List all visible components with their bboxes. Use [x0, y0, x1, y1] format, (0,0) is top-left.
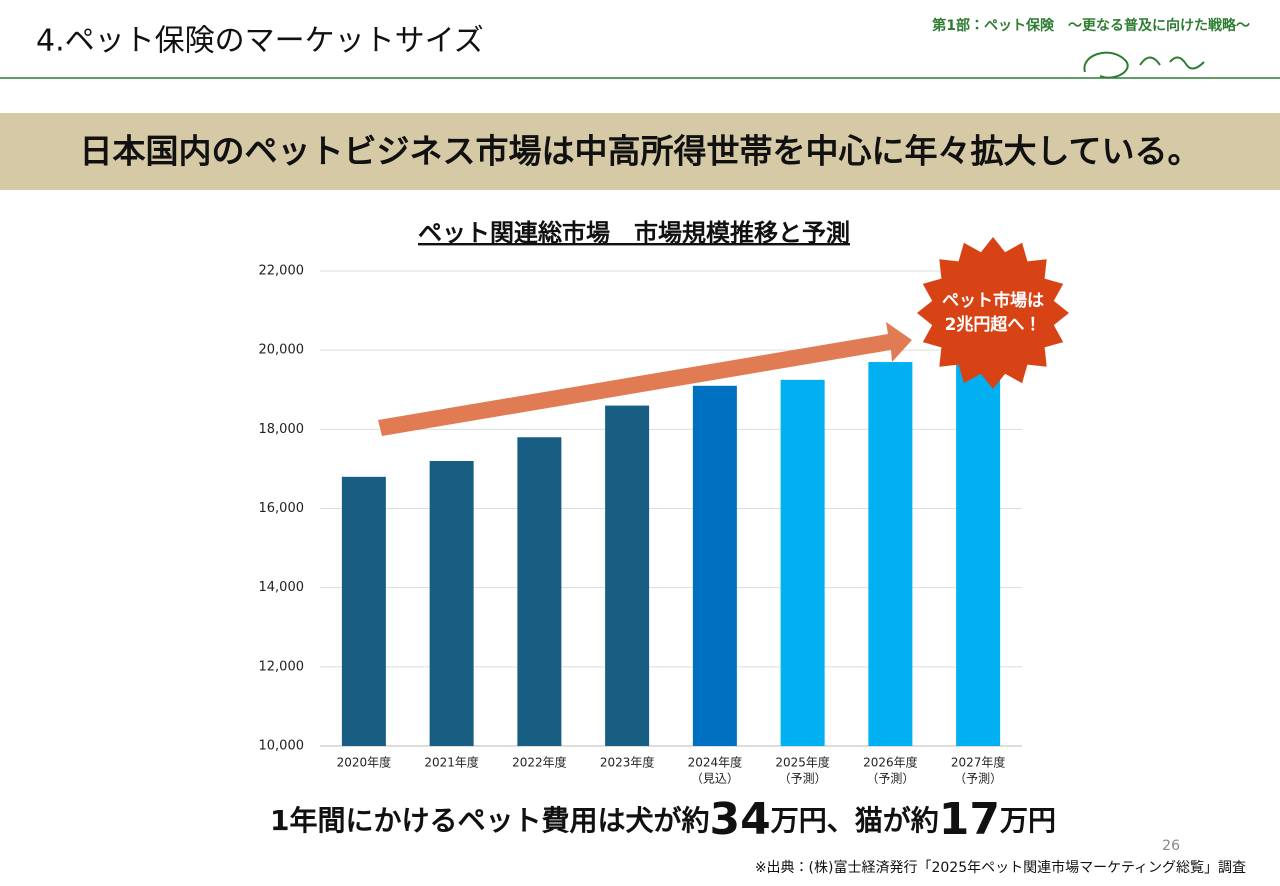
y-tick-label: 14,000: [259, 580, 305, 595]
trend-arrow: [378, 322, 912, 436]
y-tick-label: 16,000: [259, 501, 305, 516]
x-tick-note: （予測）: [779, 772, 827, 786]
bar: [341, 476, 386, 746]
x-tick-label: 2026年度: [863, 756, 918, 770]
plot: 10,000 12,000 14,000 16,000 18,000 20,000 22,0…: [259, 264, 1022, 786]
y-tick-label: 12,000: [259, 659, 305, 674]
x-tick-label: 2025年度: [775, 756, 830, 770]
x-tick-label: 2022年度: [512, 756, 567, 770]
x-tick-label: 2023年度: [600, 756, 655, 770]
x-tick-label: 2020年度: [337, 756, 392, 770]
bar: [692, 385, 737, 746]
header-title: 4.ペット保険のマーケットサイズ: [36, 24, 484, 59]
x-tick-note: （見込）: [691, 772, 739, 786]
summary-part: 万円、猫が約: [771, 804, 939, 837]
banner-bg: [0, 113, 1280, 190]
y-tick-label: 18,000: [259, 422, 305, 437]
x-tick-label: 2024年度: [688, 756, 743, 770]
logo: [1083, 51, 1205, 79]
chart-title: ペット関連総市場 市場規模推移と予測: [418, 219, 850, 247]
summary-part: 1年間にかけるペット費用は犬が約: [270, 804, 709, 837]
page-number: 26: [1162, 838, 1180, 854]
summary: 1年間にかけるペット費用は犬が約34万円、猫が約17万円: [270, 794, 1056, 845]
bar: [517, 437, 562, 746]
header-section: 第1部：ペット保険 ～更なる普及に向けた戦略～: [932, 17, 1250, 34]
badge-text: 2兆円超へ！: [945, 314, 1042, 335]
source: ※出典：(株)富士経済発行「2025年ペット関連市場マーケティング総覧」調査: [755, 860, 1246, 876]
x-tick-label: 2027年度: [951, 756, 1006, 770]
banner-text: 日本国内のペットビジネス市場は中高所得世帯を中心に年々拡大している。: [79, 132, 1200, 171]
bar: [429, 461, 474, 746]
y-tick-label: 10,000: [259, 739, 305, 754]
summary-part: 34: [709, 794, 770, 845]
x-tick-note: （予測）: [866, 772, 914, 786]
bar: [780, 379, 825, 746]
badge-text: ペット市場は: [942, 290, 1044, 311]
bar: [868, 362, 913, 746]
badge-shape: [917, 237, 1069, 389]
summary-part: 17: [939, 794, 1000, 845]
bar: [605, 405, 650, 746]
x-tick-label: 2021年度: [424, 756, 479, 770]
y-tick-label: 22,000: [259, 264, 305, 279]
y-tick-label: 20,000: [259, 343, 305, 358]
bar: [956, 342, 1001, 746]
x-tick-note: （予測）: [954, 772, 1002, 786]
summary-part: 万円: [1000, 804, 1056, 837]
